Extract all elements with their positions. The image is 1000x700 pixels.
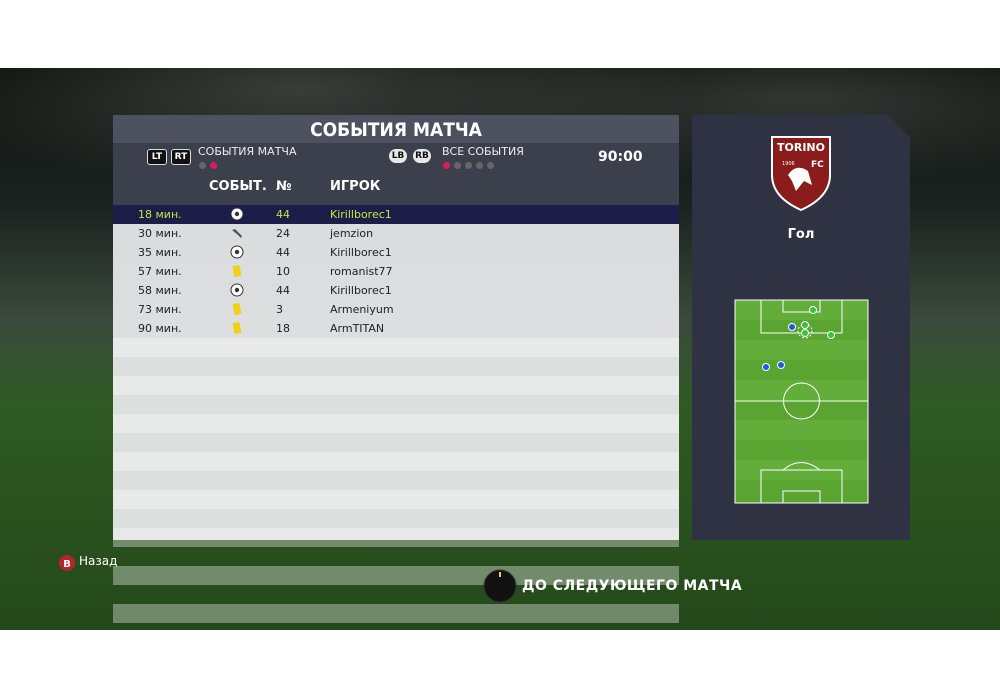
page-dot [487, 162, 494, 169]
event-minute: 18 мин. [138, 208, 182, 221]
rt-button[interactable]: RT [171, 149, 191, 165]
page-dot [210, 162, 217, 169]
event-row[interactable]: 18 мин. 44 Kirillborec1 [113, 205, 679, 224]
event-minute: 58 мин. [138, 284, 182, 297]
event-minute: 90 мин. [138, 322, 182, 335]
panel-header: LT RT СОБЫТИЯ МАТЧА LB RB ВСЕ СОБЫТИЯ 90… [113, 143, 679, 205]
lb-button[interactable]: LB [389, 149, 407, 163]
empty-row [113, 528, 679, 547]
player-name: jemzion [330, 227, 374, 240]
event-icon [230, 245, 244, 259]
lt-button[interactable]: LT [147, 149, 167, 165]
event-minute: 57 мин. [138, 265, 182, 278]
column-header: ИГРОК [330, 179, 381, 194]
rb-button[interactable]: RB [413, 149, 431, 163]
back-button[interactable]: B [57, 553, 77, 573]
event-icon [230, 207, 244, 221]
event-icon [232, 229, 242, 238]
event-icon [230, 283, 244, 297]
event-icon [232, 303, 242, 315]
empty-row [113, 452, 679, 471]
empty-row [113, 338, 679, 357]
event-row[interactable]: 30 мин. 24 jemzion [113, 224, 679, 243]
empty-row [113, 490, 679, 509]
next-match-icon[interactable] [483, 569, 517, 603]
event-row[interactable]: 90 мин. 18 ArmTITAN [113, 319, 679, 338]
player-name: ArmTITAN [330, 322, 385, 335]
event-minute: 35 мин. [138, 246, 182, 259]
empty-row [113, 604, 679, 623]
crest-year: 1906 [782, 161, 795, 167]
player-number: 24 [276, 227, 290, 240]
empty-row [113, 566, 679, 585]
page-dot [443, 162, 450, 169]
event-minute: 30 мин. [138, 227, 182, 240]
page-dot [454, 162, 461, 169]
back-button-key: B [63, 559, 71, 570]
crest-bull [788, 167, 812, 191]
empty-row [113, 414, 679, 433]
detail-graphics: TORINO 1906 FC [734, 136, 869, 504]
event-icon [232, 265, 242, 277]
next-match-label[interactable]: ДО СЛЕДУЮЩЕГО МАТЧА [522, 578, 743, 594]
event-label: Гол [787, 227, 815, 242]
player-number: 10 [276, 265, 290, 278]
player-name: Kirillborec1 [330, 246, 392, 259]
event-row[interactable]: 57 мин. 10 romanist77 [113, 262, 679, 281]
page-dot [199, 162, 206, 169]
crest-name: TORINO [777, 141, 825, 154]
panel-title: СОБЫТИЯ МАТЧА [113, 115, 679, 143]
player-number: 3 [276, 303, 283, 316]
empty-row [113, 376, 679, 395]
right-tab[interactable]: ВСЕ СОБЫТИЯ [442, 145, 524, 158]
event-minute: 73 мин. [138, 303, 182, 316]
pitch [734, 299, 869, 504]
player-number: 18 [276, 322, 290, 335]
left-tab[interactable]: СОБЫТИЯ МАТЧА [198, 145, 297, 158]
match-time: 90:00 [598, 149, 643, 165]
player-name: Kirillborec1 [330, 208, 392, 221]
event-row[interactable]: 35 мин. 44 Kirillborec1 [113, 243, 679, 262]
page-dot [465, 162, 472, 169]
player-number: 44 [276, 246, 290, 259]
player-name: Kirillborec1 [330, 284, 392, 297]
column-header: № [276, 179, 292, 194]
back-label[interactable]: Назад [79, 554, 118, 568]
player-number: 44 [276, 208, 290, 221]
event-row[interactable]: 58 мин. 44 Kirillborec1 [113, 281, 679, 300]
crest-suffix: FC [811, 160, 824, 170]
player-name: Armeniyum [330, 303, 394, 316]
player-name: romanist77 [330, 265, 393, 278]
event-icon [232, 322, 242, 334]
player-number: 44 [276, 284, 290, 297]
column-header: СОБЫТ. [209, 179, 267, 194]
events-panel: СОБЫТИЯ МАТЧА LT RT СОБЫТИЯ МАТЧА LB RB … [113, 115, 679, 623]
page-dot [476, 162, 483, 169]
event-row[interactable]: 73 мин. 3 Armeniyum [113, 300, 679, 319]
event-detail-panel: TORINO 1906 FC Гол [692, 115, 910, 540]
